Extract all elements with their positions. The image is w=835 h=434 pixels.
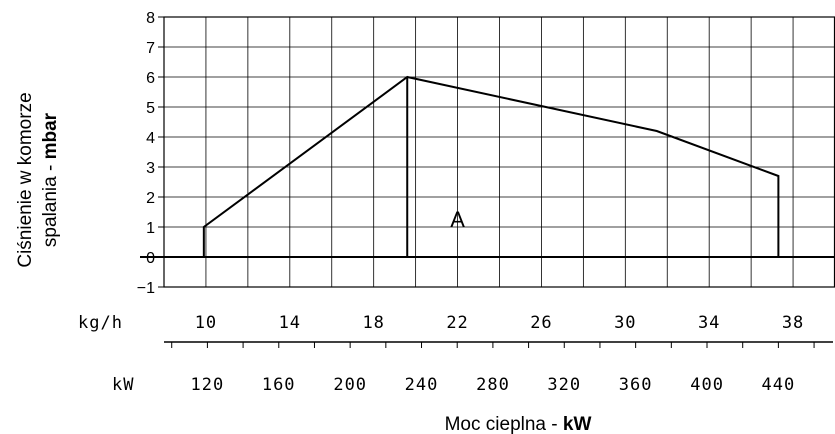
y-tick-label: 8	[146, 10, 155, 27]
y-tick-label: 2	[146, 190, 155, 207]
y-axis-title-line2-normal: spalania -	[40, 159, 61, 247]
x-axis-title: Moc cieplna - kW	[445, 414, 592, 434]
y-tick-label: 7	[146, 40, 155, 57]
y-tick-label: 3	[146, 160, 155, 177]
y-axis-title-line1: Ciśnienie w komorze	[15, 92, 36, 267]
x-primary-unit-label: kg/h	[78, 313, 123, 333]
x-primary-tick-label: 14	[279, 313, 301, 333]
x-secondary-unit-label: kW	[112, 375, 134, 395]
x-secondary-tick-label: 440	[762, 375, 796, 395]
x-primary-tick-label: 18	[362, 313, 384, 333]
area-label: A	[450, 207, 465, 232]
y-ticks: 8 7 6 5 4 3 2 1 0 −1	[137, 10, 164, 297]
y-tick-label: 6	[146, 70, 155, 87]
y-axis-title-line2-unit: mbar	[40, 112, 61, 159]
grid	[140, 16, 835, 288]
series-line	[202, 75, 780, 257]
x-secondary-tick-label: 320	[547, 375, 581, 395]
x-primary-tick-label: 26	[530, 313, 552, 333]
y-axis-title-line2: spalania - mbar	[40, 112, 61, 247]
x-secondary-tick-label: 280	[476, 375, 510, 395]
x-axis-title-normal: Moc cieplna -	[445, 414, 563, 434]
y-tick-label: 0	[146, 250, 155, 267]
y-tick-label: 4	[146, 130, 155, 147]
x-secondary-tick-label: 360	[619, 375, 653, 395]
x-secondary-tick-label: 120	[191, 375, 225, 395]
y-tick-label: 5	[146, 100, 155, 117]
x-secondary-scale	[164, 341, 833, 348]
y-tick-label: 1	[146, 220, 155, 237]
plot-area: A	[202, 75, 780, 257]
x-primary-tick-label: 34	[698, 313, 720, 333]
x-secondary-tick-label: 240	[405, 375, 439, 395]
x-primary-tick-label: 10	[195, 313, 217, 333]
x-primary-ticks: 10 14 18 22 26 30 34 38	[195, 313, 804, 333]
x-primary-tick-label: 38	[782, 313, 804, 333]
x-secondary-ticks: 120 160 200 240 280 320 360 400 440	[191, 375, 796, 395]
x-axis-title-unit: kW	[563, 414, 592, 434]
x-primary-tick-label: 30	[614, 313, 636, 333]
y-tick-label: −1	[137, 280, 155, 297]
x-secondary-tick-label: 200	[333, 375, 367, 395]
x-secondary-tick-label: 400	[690, 375, 724, 395]
x-primary-tick-label: 22	[446, 313, 468, 333]
x-secondary-tick-label: 160	[262, 375, 296, 395]
